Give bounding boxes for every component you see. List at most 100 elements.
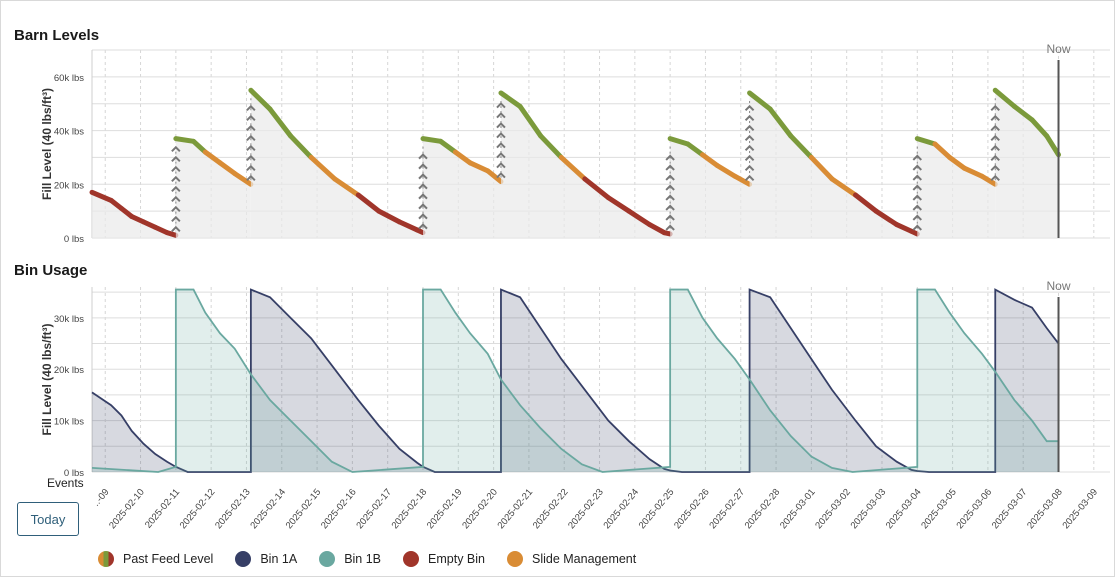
delivery-chevron xyxy=(418,163,428,170)
delivery-chevron xyxy=(665,214,675,221)
x-tick-label: 2025-03-06 xyxy=(955,487,995,531)
x-tick-label: 2025-02-28 xyxy=(743,487,783,531)
bin-usage-title: Bin Usage xyxy=(14,262,88,279)
delivery-chevron xyxy=(418,153,428,160)
delivery-chevron xyxy=(171,155,181,163)
barn-level-segment xyxy=(232,171,254,187)
barn-level-segment xyxy=(747,90,773,112)
today-button[interactable]: Today xyxy=(17,502,79,536)
delivery-chevron xyxy=(990,164,1000,171)
barn-level-segment xyxy=(767,106,794,139)
delivery-chevron xyxy=(418,193,428,200)
delivery-chevron xyxy=(912,184,922,191)
legend-label: Past Feed Level xyxy=(123,552,214,566)
x-tick-label: 2025-02-16 xyxy=(319,487,359,531)
barn-y-tick-label: 60k lbs xyxy=(54,73,84,84)
bin-y-tick-label: 20k lbs xyxy=(54,365,84,376)
barn-y-tick-label: 40k lbs xyxy=(54,127,84,138)
barn-level-segment xyxy=(191,138,208,155)
barn-level-segment xyxy=(582,176,611,201)
barn-level-segment xyxy=(932,141,953,160)
delivery-chevron xyxy=(744,144,755,151)
barn-level-segment xyxy=(202,149,223,166)
barn-level-segment xyxy=(267,106,294,139)
barn-level-segment xyxy=(647,222,667,236)
bin-y-axis-label: Fill Level (40 lbs/ft³) xyxy=(40,323,54,435)
barn-level-area xyxy=(995,90,1059,239)
barn-level-segment xyxy=(661,230,673,237)
x-tick-label: 2025-02-17 xyxy=(354,487,394,531)
barn-level-segment xyxy=(308,154,338,182)
barn-level-segment xyxy=(89,189,114,203)
bin-area-bin-1a xyxy=(92,289,1059,472)
delivery-chevron xyxy=(496,122,506,129)
x-tick-label: 2025-02-27 xyxy=(707,487,747,531)
barn-level-segment xyxy=(961,165,985,179)
barn-level-segment xyxy=(947,154,967,171)
bin-y-tick-label: 30k lbs xyxy=(54,314,84,325)
legend-item[interactable]: Empty Bin xyxy=(403,551,485,567)
barn-level-segment xyxy=(700,152,720,168)
bin-y-tick-label: 0 lbs xyxy=(64,468,84,479)
barn-y-tick-label: 20k lbs xyxy=(54,180,84,191)
events-row-label: Events xyxy=(47,476,84,490)
barn-y-axis-label: Fill Level (40 lbs/ft³) xyxy=(40,88,54,200)
barn-level-segment xyxy=(853,192,879,214)
x-tick-label: 2025-02-12 xyxy=(178,487,218,531)
legend-swatch-icon xyxy=(507,551,523,567)
delivery-chevron xyxy=(171,195,181,203)
legend-item[interactable]: Past Feed Level xyxy=(98,551,213,567)
barn-level-segment xyxy=(467,160,491,174)
barn-level-segment xyxy=(605,195,632,214)
delivery-chevron xyxy=(246,114,256,121)
x-tick-label: 2025-02-20 xyxy=(460,487,500,531)
bin-line-bin-1b xyxy=(91,288,1059,473)
delivery-chevron xyxy=(665,154,675,161)
legend-item[interactable]: Bin 1B xyxy=(319,551,381,567)
barn-level-segment xyxy=(498,90,523,109)
x-tick-label: 2025-02-11 xyxy=(143,487,182,531)
legend-item[interactable]: Slide Management xyxy=(507,551,636,567)
barn-level-area xyxy=(250,90,423,239)
x-tick-label: 2025-03-08 xyxy=(1025,487,1065,531)
x-tick-label: 2025-02-14 xyxy=(248,487,288,531)
delivery-chevron xyxy=(171,165,181,173)
x-tick-label: 2025-03-03 xyxy=(849,487,889,531)
legend-item[interactable]: Bin 1A xyxy=(235,551,297,567)
barn-level-segment xyxy=(452,149,473,166)
delivery-chevron xyxy=(665,204,675,211)
barn-level-segment xyxy=(164,230,179,238)
legend-swatch-icon xyxy=(98,551,114,567)
barn-y-tick-label: 0 lbs xyxy=(64,234,84,245)
legend-swatch-icon xyxy=(235,551,252,567)
delivery-chevron xyxy=(496,142,506,149)
delivery-chevron xyxy=(246,144,256,151)
delivery-chevron xyxy=(496,172,506,179)
delivery-chevron xyxy=(744,154,755,161)
barn-level-segment xyxy=(517,103,544,139)
barn-level-segment xyxy=(808,154,835,182)
barn-level-area xyxy=(670,138,750,238)
delivery-chevron xyxy=(912,214,922,221)
delivery-chevron xyxy=(744,134,755,141)
delivery-chevron xyxy=(744,114,755,121)
delivery-chevron xyxy=(912,194,922,201)
barn-level-segment xyxy=(992,87,1017,109)
barn-level-segment xyxy=(173,136,197,144)
delivery-chevron xyxy=(418,183,428,190)
barn-level-segment xyxy=(626,208,653,228)
barn-level-area xyxy=(422,138,501,238)
barn-level-segment xyxy=(248,87,273,112)
barn-level-segment xyxy=(914,136,938,147)
barn-level-segment xyxy=(732,173,753,187)
delivery-chevron xyxy=(496,112,506,119)
legend: Past Feed Level Bin 1A Bin 1B Empty Bin Slid… xyxy=(98,551,658,567)
barn-level-segment xyxy=(438,138,458,155)
barn-level-segment xyxy=(788,133,814,160)
bin-area-bin-1b xyxy=(92,289,1059,472)
delivery-chevron xyxy=(665,164,675,171)
x-tick-label: 2025-03-09 xyxy=(1060,487,1100,531)
delivery-chevron xyxy=(496,152,506,159)
delivery-chevron xyxy=(990,154,1000,161)
